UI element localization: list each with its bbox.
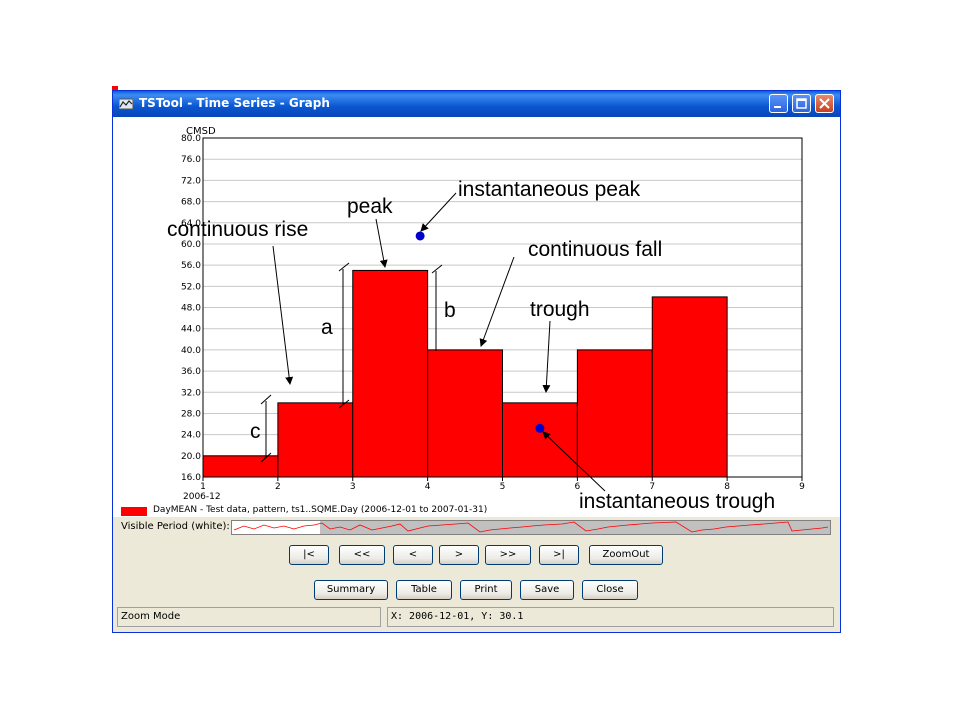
annotation-b: b [444, 299, 456, 322]
x-tick-label: 9 [799, 482, 805, 492]
annotation-continuous-fall: continuous fall [528, 238, 662, 261]
y-tick-label: 76.0 [181, 155, 201, 165]
close-window-button[interactable] [815, 94, 834, 113]
x-tick-label: 7 [649, 482, 655, 492]
annotation-arrow [420, 192, 457, 232]
close-button[interactable]: Close [582, 580, 638, 600]
maximize-button[interactable] [792, 94, 811, 113]
y-tick-label: 52.0 [181, 282, 201, 292]
y-tick-label: 64.0 [181, 219, 201, 229]
annotation-arrow [542, 431, 606, 492]
dimension-line [260, 394, 272, 405]
x-tick-label: 8 [724, 482, 730, 492]
annotation-peak: peak [347, 195, 393, 218]
next-page-button[interactable]: >> [485, 545, 531, 565]
annotation-a: a [321, 316, 333, 339]
bar [576, 349, 653, 478]
bar [277, 402, 354, 478]
visible-period-overview[interactable] [231, 520, 831, 535]
bar [427, 349, 503, 478]
dimension-line [338, 262, 350, 272]
y-tick-label: 72.0 [181, 176, 201, 186]
y-tick-label: 60.0 [181, 240, 201, 250]
annotation-continuous-rise: continuous rise [167, 218, 308, 241]
y-tick-label: 80.0 [181, 134, 201, 144]
window-title: TSTool - Time Series - Graph [139, 96, 330, 110]
window-client: 16.0 20.0 24.0 28.0 32.0 36.0 40.0 44.0 48.0 52.0… [113, 117, 840, 632]
next-button[interactable]: > [439, 545, 479, 565]
bar [202, 455, 279, 478]
annotation-arrow [479, 256, 515, 347]
bar [352, 269, 429, 478]
last-button[interactable]: >| [539, 545, 579, 565]
title-bar[interactable]: TSTool - Time Series - Graph [113, 91, 840, 117]
annotation-instantaneous-peak: instantaneous peak [458, 178, 641, 201]
dimension-line [431, 264, 443, 274]
y-tick-label: 24.0 [181, 431, 201, 441]
graph-chart[interactable]: 16.0 20.0 24.0 28.0 32.0 36.0 40.0 44.0 48.0 52.0… [1, 1, 960, 641]
dimension-line [338, 399, 350, 409]
annotation-c: c [250, 420, 261, 443]
y-tick-label: 48.0 [181, 304, 201, 314]
x-tick-label: 4 [425, 482, 431, 492]
y-tick-label: 44.0 [181, 325, 201, 335]
x-tick-label: 6 [575, 482, 581, 492]
legend-swatch [121, 507, 147, 516]
summary-button[interactable]: Summary [314, 580, 388, 600]
y-tick-label: 36.0 [181, 367, 201, 377]
y-tick-label: 56.0 [181, 261, 201, 271]
y-tick-label: 40.0 [181, 346, 201, 356]
dimension-line [260, 452, 272, 463]
data-point [415, 231, 425, 241]
zoom-out-button[interactable]: ZoomOut [589, 545, 663, 565]
corner-marker [112, 86, 118, 90]
x-start-label: 2006-12 [183, 492, 221, 502]
y-tick-label: 20.0 [181, 452, 201, 462]
first-button[interactable]: |< [289, 545, 329, 565]
save-button[interactable]: Save [520, 580, 574, 600]
annotation-arrow [272, 245, 294, 385]
annotation-arrow [375, 218, 388, 268]
visible-period-label: Visible Period (white): [121, 521, 230, 532]
graph-window: TSTool - Time Series - Graph 16.0 20.0 24.… [112, 90, 841, 633]
prev-page-button[interactable]: << [339, 545, 385, 565]
table-button[interactable]: Table [396, 580, 452, 600]
bar [502, 402, 578, 478]
x-tick-label: 5 [500, 482, 506, 492]
status-coordinates: X: 2006-12-01, Y: 30.1 [387, 607, 834, 627]
x-tick-label: 3 [350, 482, 356, 492]
status-mode: Zoom Mode [117, 607, 381, 627]
y-tick-label: 32.0 [181, 388, 201, 398]
data-point [535, 423, 545, 433]
x-tick-label: 1 [200, 482, 206, 492]
annotation-instantaneous-trough: instantaneous trough [579, 490, 775, 513]
legend-text: DayMEAN - Test data, pattern, ts1..SQME.… [153, 505, 488, 515]
minimize-button[interactable] [769, 94, 788, 113]
x-tick-label: 2 [275, 482, 281, 492]
annotation-arrow [542, 320, 551, 393]
annotation-trough: trough [530, 298, 590, 321]
bar [651, 296, 728, 478]
y-axis-label: CMSD [186, 126, 216, 137]
y-tick-label: 68.0 [181, 198, 201, 208]
print-button[interactable]: Print [460, 580, 512, 600]
y-tick-label: 16.0 [181, 473, 201, 483]
prev-button[interactable]: < [393, 545, 433, 565]
y-tick-label: 28.0 [181, 409, 201, 419]
